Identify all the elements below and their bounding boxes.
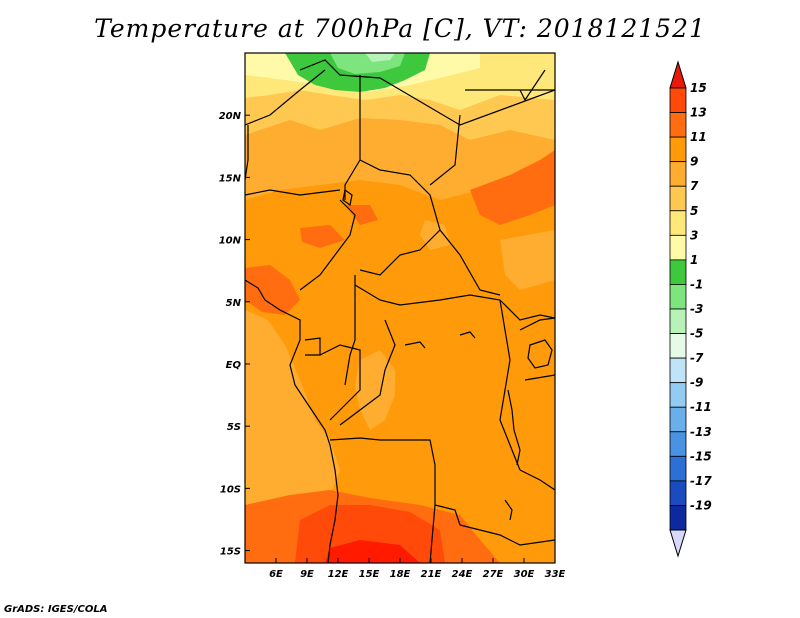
band-11-13-chad: [345, 205, 378, 225]
colorbar-label: -1: [690, 277, 703, 291]
border-tanzania: [524, 374, 555, 381]
colorbar-label: 1: [690, 253, 698, 267]
colorbar-segment: [669, 87, 687, 113]
border-cameroon-congo: [344, 275, 356, 386]
border-zambia-south: [459, 524, 555, 546]
lon-tick-label: 9E: [300, 569, 314, 580]
colorbar-label: -15: [690, 449, 712, 463]
border-algeria: [245, 69, 326, 126]
colorbar-segment: [669, 136, 687, 163]
colorbar: 15 13 11 9 7 5 3 1 -1 -3 -5 -7 -9 -11 -13 -15 -17 -19: [669, 60, 712, 558]
colorbar-segment: [669, 480, 687, 506]
map-title: Temperature at 700hPa [C], VT: 201812152…: [94, 14, 706, 43]
colorbar-top-arrow: [669, 60, 687, 89]
lon-tick-label: 6E: [269, 569, 283, 580]
border-uganda: [519, 317, 555, 331]
lon-tick-label: 24E: [452, 569, 473, 580]
border-gabon: [319, 344, 361, 421]
colorbar-label: 3: [690, 228, 698, 242]
lake-kariba-icon: [504, 499, 513, 521]
boundary-layer: [245, 59, 555, 563]
colorbar-label: -17: [690, 474, 712, 488]
lat-tick-label: 15N: [219, 173, 242, 184]
lon-tick-label: 18E: [390, 569, 411, 580]
colorbar-label: 11: [690, 130, 707, 144]
colorbar-segment: [669, 161, 687, 187]
lon-tick-label: 33E: [545, 569, 566, 580]
lat-tick-label: 15S: [220, 547, 241, 558]
colorbar-segment: [669, 259, 687, 285]
colorbar-label: -5: [690, 327, 703, 341]
west-coastline: [245, 279, 339, 563]
river-patch-icon-2: [459, 331, 476, 339]
colorbar-label: 15: [690, 81, 707, 95]
colorbar-segment: [669, 406, 687, 433]
band-7-9-west: [245, 310, 340, 505]
lon-tick-label: 21E: [421, 569, 442, 580]
border-eq-guinea: [304, 337, 321, 356]
colorbar-segment: [669, 284, 687, 310]
band-11-13-coast: [245, 265, 300, 315]
lake-victoria-icon: [527, 339, 553, 369]
border-sudan-west: [429, 114, 461, 186]
lat-tick-label: 10S: [220, 484, 241, 495]
colorbar-segment: [669, 431, 687, 457]
border-car-sudan: [439, 229, 501, 296]
footer-credit: GrADS: IGES/COLA: [4, 604, 108, 615]
lon-tick-label: 27E: [483, 569, 504, 580]
border-nigeria-niger: [245, 189, 341, 196]
colorbar-segment: [669, 308, 687, 334]
longitude-axis: 6E 9E 12E 15E 18E 21E 24E 27E 30E 33E: [269, 558, 566, 580]
band-11-13-nigeria: [300, 225, 345, 248]
lat-tick-label: EQ: [226, 360, 242, 371]
colorbar-segment: [669, 112, 687, 138]
latitude-axis: 20N 15N 10N 5N EQ 5S 10S 15S: [219, 111, 250, 558]
lon-tick-label: 12E: [328, 569, 349, 580]
border-zambia: [519, 469, 555, 491]
colorbar-segment: [669, 455, 687, 482]
colorbar-label: 5: [690, 204, 698, 218]
colorbar-segment: [669, 210, 687, 236]
river-patch-icon: [404, 341, 426, 349]
lat-tick-label: 5N: [226, 298, 242, 309]
border-car-drc: [354, 284, 555, 321]
lat-tick-label: 10N: [219, 236, 242, 247]
colorbar-segment: [669, 333, 687, 359]
colorbar-bottom-arrow: [669, 529, 687, 558]
colorbar-segment: [669, 357, 687, 384]
lon-tick-label: 30E: [514, 569, 535, 580]
border-congo-drc: [339, 319, 396, 426]
colorbar-label: -3: [690, 302, 703, 316]
lat-tick-label: 5S: [227, 422, 241, 433]
colorbar-segment: [669, 234, 687, 261]
lake-chad-icon: [342, 188, 353, 207]
colorbar-label: -11: [690, 400, 712, 414]
border-angola-zambia: [429, 504, 436, 563]
red-sea-coast: [519, 69, 546, 102]
band-7-9-east: [500, 230, 555, 290]
border-angola-drc: [329, 437, 461, 526]
band-neg5-neg3: [365, 53, 395, 62]
colorbar-label: -7: [690, 351, 704, 365]
border-nigeria-cameroon: [299, 199, 356, 291]
colorbar-label: 9: [690, 155, 698, 169]
lon-tick-label: 15E: [359, 569, 380, 580]
west-coast-north: [245, 125, 249, 181]
border-drc-east: [499, 299, 521, 471]
temperature-fill-layer: [245, 53, 555, 563]
lake-tanganyika-icon: [507, 389, 521, 466]
colorbar-segment: [669, 382, 687, 408]
colorbar-label: -19: [690, 498, 712, 512]
band-11-13-sudan: [470, 150, 555, 225]
colorbar-label: 7: [690, 179, 699, 193]
colorbar-label: -9: [690, 376, 703, 390]
lat-tick-label: 20N: [219, 111, 242, 122]
colorbar-segment: [669, 185, 687, 212]
colorbar-segment: [669, 505, 687, 531]
colorbar-label: 13: [690, 106, 707, 120]
band-15-plus: [325, 540, 420, 563]
colorbar-label: -13: [690, 425, 712, 439]
